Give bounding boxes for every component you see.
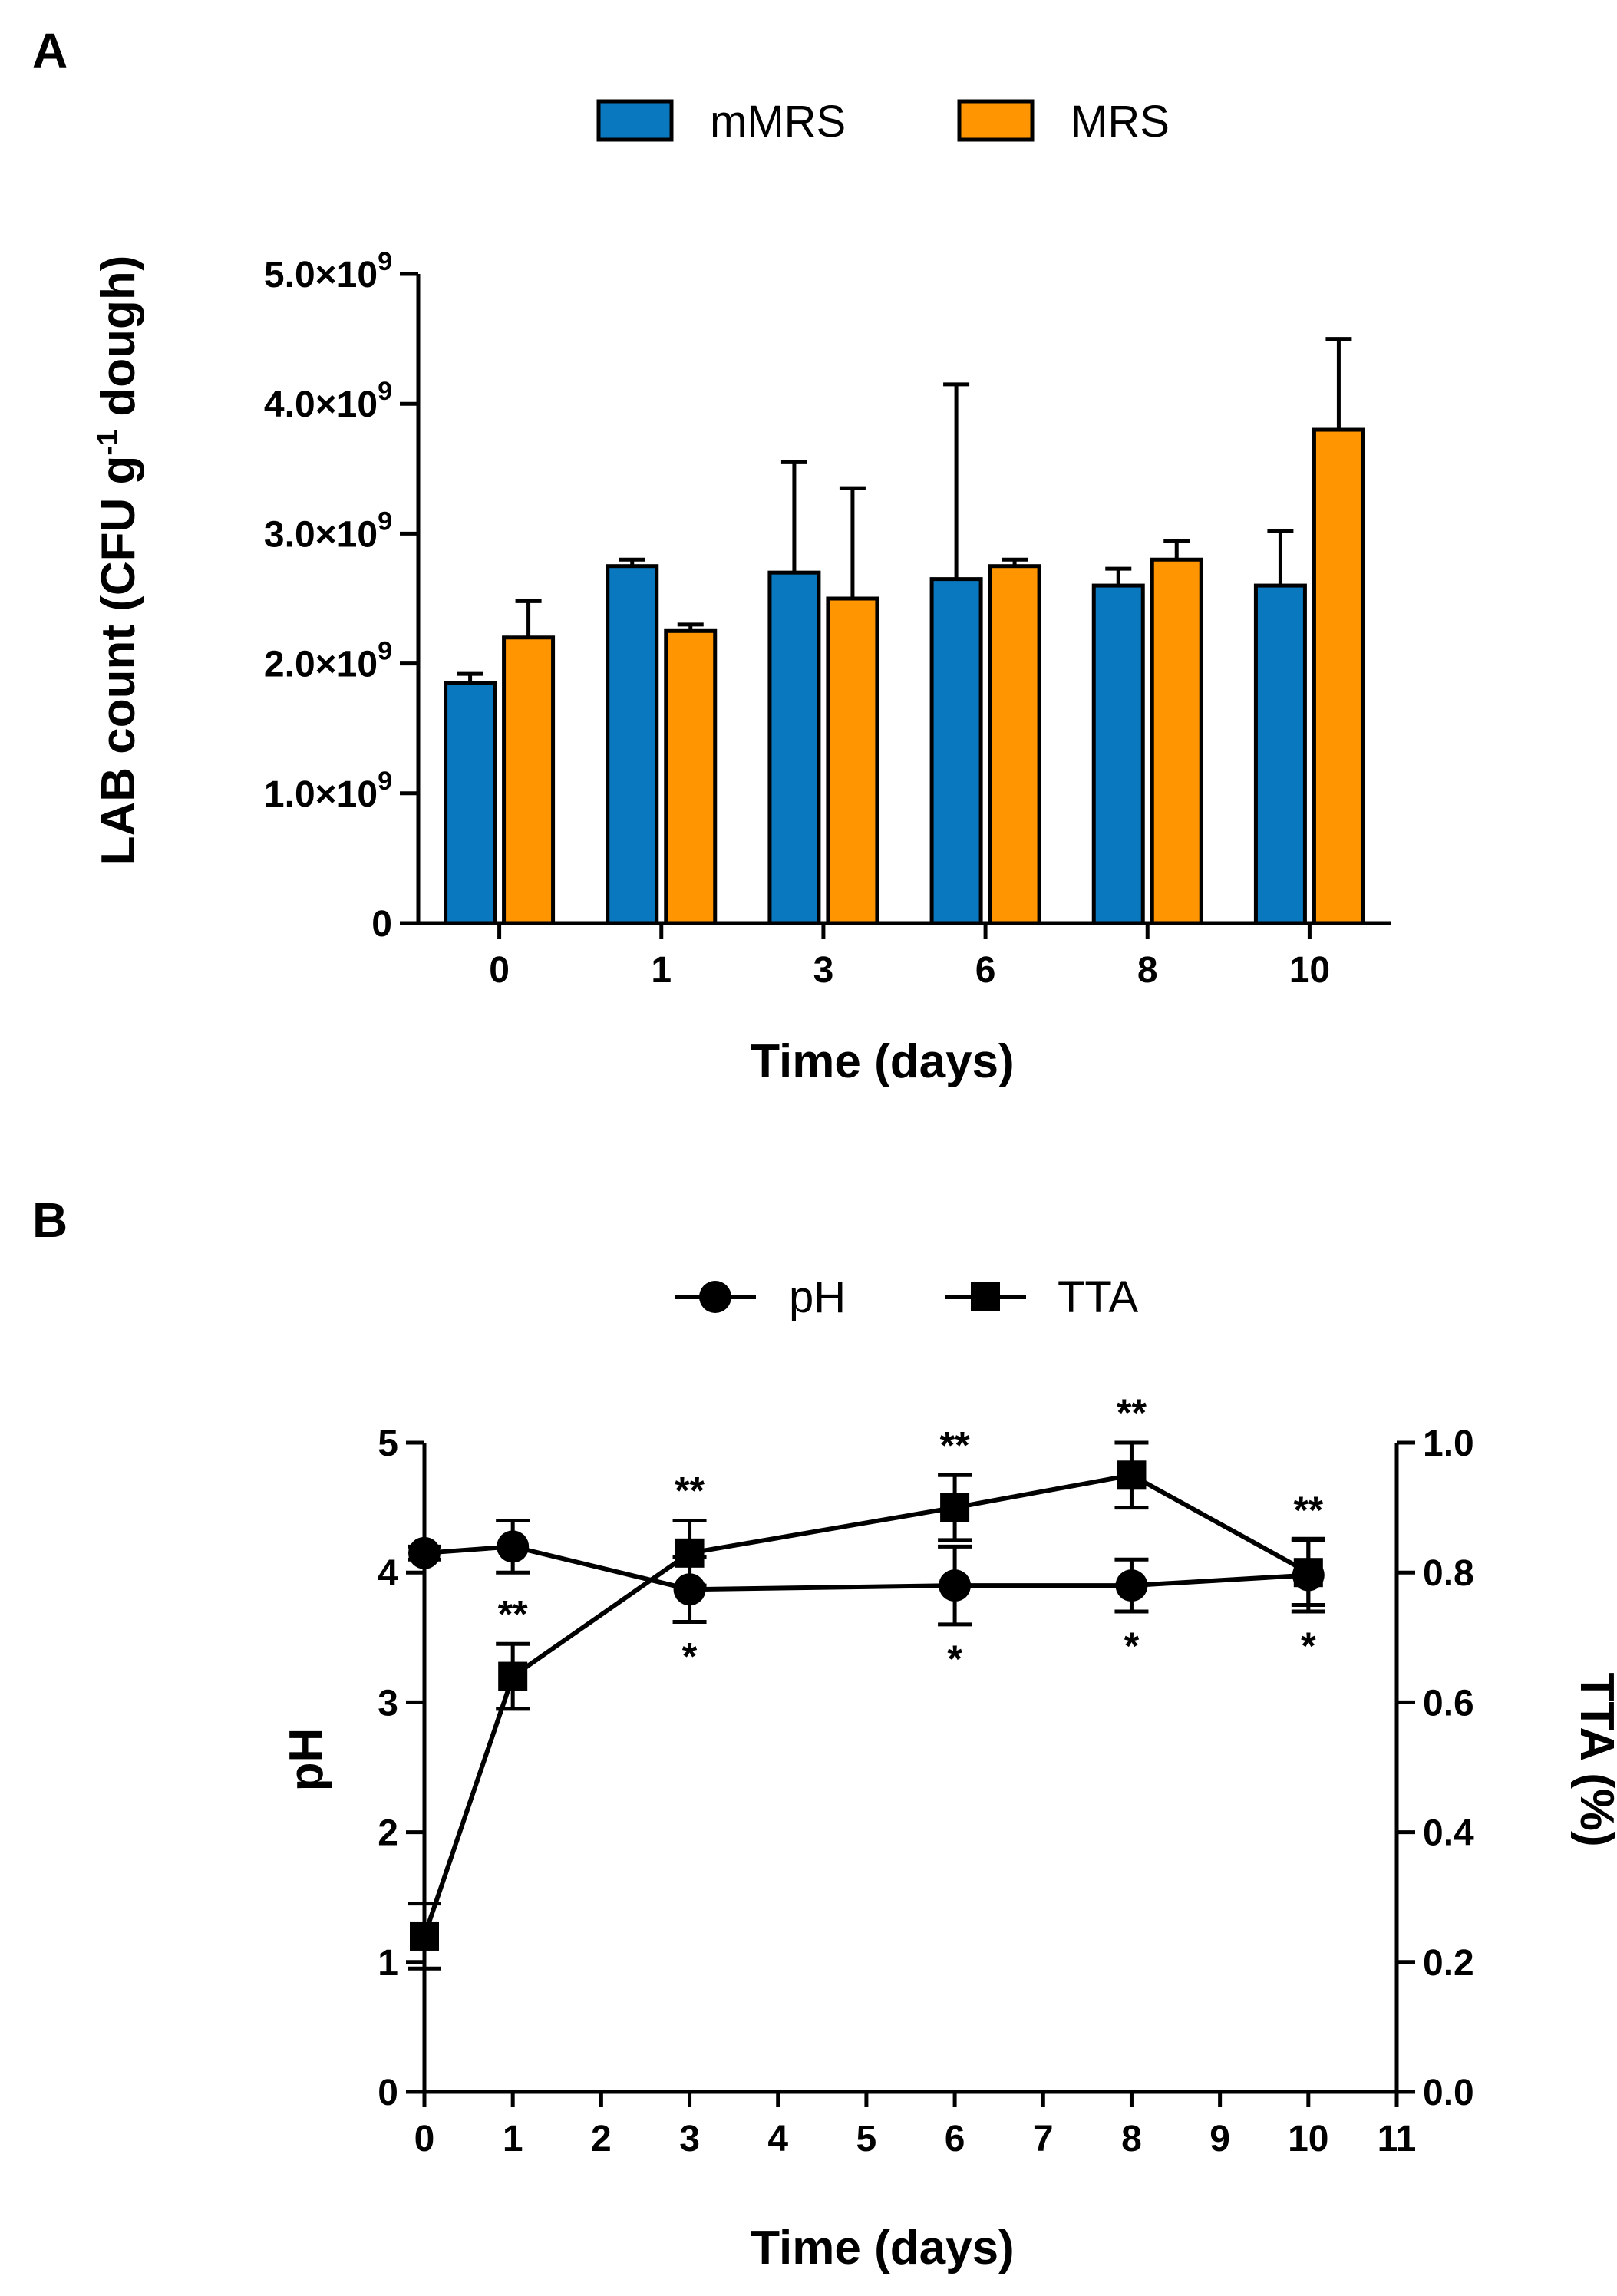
significance-tta-3: ** [675,1470,705,1513]
bar-mrs-1 [664,628,718,925]
bar-mmrs-3 [767,570,821,925]
x-tick-label-b: 9 [1209,2119,1230,2159]
significance-ph-6: * [947,1638,962,1681]
significance-tta-10: ** [1293,1489,1323,1532]
y-tick-label-left-b: 4 [378,1553,398,1594]
x-tick-label-b: 0 [414,2119,435,2159]
y-tick-label-left-b: 5 [378,1423,398,1464]
y-tick-label-left-b: 0 [378,2073,398,2113]
bar-mmrs-6 [929,577,983,925]
series-line-ph [424,1544,1308,1592]
y-tick-label-right-b: 0.6 [1423,1683,1474,1724]
significance-ph-8: * [1124,1625,1140,1668]
bar-mmrs-10 [1253,583,1307,925]
y-tick-label-right-b: 0.8 [1423,1553,1474,1594]
point-tta-1 [498,1661,528,1691]
x-tick-label-a: 8 [1137,950,1158,991]
x-tick-label-a: 3 [813,950,834,991]
bar-mrs-6 [988,564,1041,925]
y-tick-label-a: 2.0×109 [264,637,392,685]
bar-mrs-8 [1150,557,1203,925]
bar-mrs-10 [1312,427,1365,925]
y-axis-title-a: LAB count (CFU g-1 dough) [92,256,145,866]
legend-label-tta: TTA [1058,1272,1139,1322]
y-tick-label-left-b: 2 [378,1813,398,1854]
x-tick-label-b: 5 [856,2119,877,2159]
y-tick-label-a: 3.0×109 [264,506,392,555]
y-tick-label-a: 0 [371,904,392,945]
x-tick-label-a: 10 [1289,950,1330,991]
series-line-tta [422,1473,1310,1937]
y-axis-title-a-sup: -1 [92,430,124,456]
significance-ph-3: * [682,1635,698,1677]
x-tick-label-b: 3 [679,2119,700,2159]
y-axis-title-left-b: pH [280,1728,333,1792]
legend-marker-tta [971,1282,1000,1311]
y-tick-label-a: 1.0×109 [264,767,392,815]
y-tick-label-right-b: 0.2 [1423,1943,1474,1984]
legend-marker-ph [699,1281,731,1313]
y-tick-label-left-b: 3 [378,1683,398,1724]
y-axis-title-a-main: LAB count (CFU g [92,456,145,866]
legend-swatch-mrs [957,99,1035,142]
y-axis-title-right-b: TTA (%) [1570,1672,1617,1846]
significance-ph-10: * [1301,1625,1316,1668]
significance-tta-1: ** [498,1592,528,1635]
y-tick-label-right-b: 0.0 [1423,2073,1474,2113]
legend-b: pH TTA [675,1272,1139,1322]
x-tick-label-b: 11 [1378,2119,1417,2159]
point-ph-3 [673,1573,706,1606]
bar-chart-a: 0 1.0×109 2.0×109 3.0×109 4.0×109 5.0×109 0 1 3 6… [264,247,1391,991]
y-tick-label-left-b: 1 [378,1943,398,1984]
x-tick-label-b: 8 [1121,2119,1142,2159]
significance-tta-6: ** [940,1423,970,1466]
point-tta-3 [675,1538,705,1568]
point-ph-1 [497,1530,530,1563]
x-tick-label-b: 4 [767,2119,788,2159]
x-tick-label-b: 2 [591,2119,612,2159]
bar-mrs-0 [502,635,556,925]
legend-label-mmrs: mMRS [710,97,846,147]
bar-mmrs-8 [1091,583,1145,925]
y-tick-label-right-b: 1.0 [1423,1423,1474,1464]
point-ph-8 [1115,1569,1148,1602]
x-tick-label-a: 0 [489,950,510,991]
bar-mmrs-1 [606,564,659,925]
legend-label-ph: pH [789,1272,846,1322]
point-ph-0 [408,1536,441,1569]
y-tick-label-right-b: 0.4 [1423,1813,1474,1854]
point-tta-0 [410,1921,439,1951]
panel-label-a: A [32,23,68,78]
point-ph-6 [939,1569,972,1602]
x-tick-label-b: 1 [503,2119,523,2159]
panel-label-b: B [32,1193,68,1248]
point-tta-8 [1117,1460,1147,1490]
point-tta-10 [1293,1558,1323,1588]
bar-mrs-3 [826,596,879,925]
significance-tta-8: ** [1117,1391,1147,1434]
legend-swatch-mmrs [596,99,674,142]
legend-a: mMRS MRS [596,97,1170,147]
x-tick-label-a: 1 [651,950,672,991]
x-tick-label-b: 7 [1033,2119,1054,2159]
x-tick-label-b: 6 [945,2119,965,2159]
x-tick-label-b: 10 [1288,2119,1328,2159]
x-axis-title-b: Time (days) [751,2222,1014,2275]
legend-label-mrs: MRS [1071,97,1170,147]
point-tta-6 [940,1493,970,1522]
y-tick-label-a: 5.0×109 [264,247,392,295]
x-tick-label-a: 6 [975,950,996,991]
y-tick-label-a: 4.0×109 [264,377,392,425]
y-axis-title-a-tail: dough) [92,256,145,430]
x-axis-title-a: Time (days) [751,1035,1014,1088]
bar-mmrs-0 [444,681,497,925]
